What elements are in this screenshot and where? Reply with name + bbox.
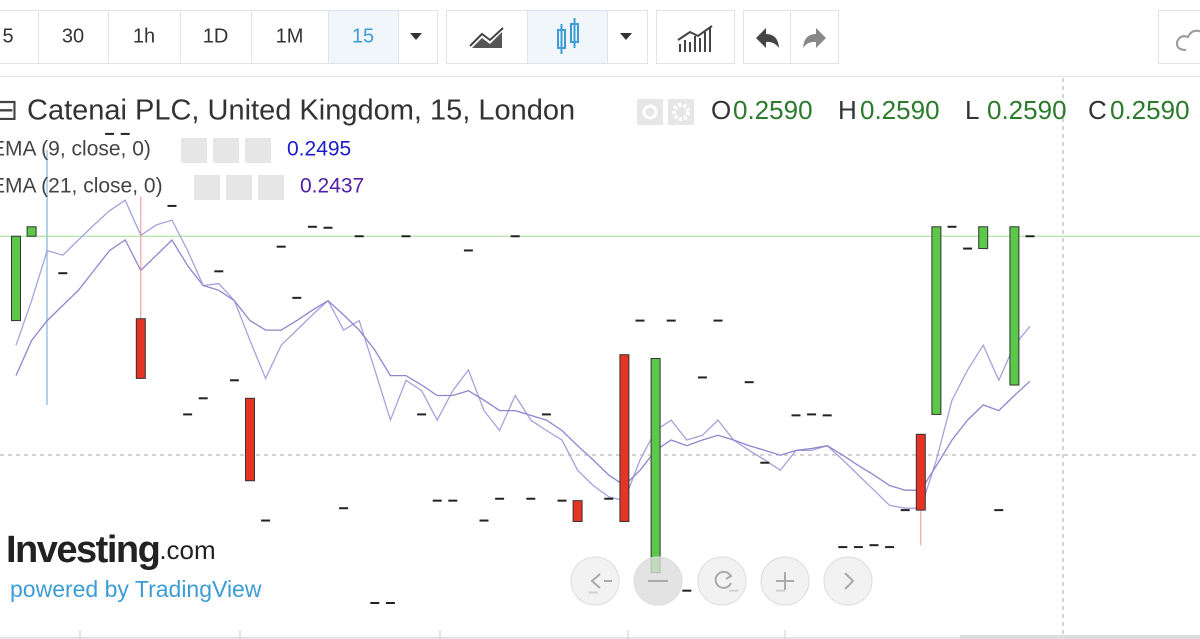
settings-icon[interactable] <box>668 99 694 125</box>
eye-pupil <box>642 104 658 120</box>
interval-label: 30 <box>62 25 84 47</box>
toolbar-buttons: 5 30 1h 1D 1M 15 <box>0 10 1200 64</box>
line-icon-edge <box>469 27 504 47</box>
undo-icon <box>756 28 779 48</box>
eye-icon[interactable] <box>637 99 663 125</box>
gear <box>672 103 690 121</box>
interval-label: 1h <box>133 25 155 47</box>
indicator-remove-icon[interactable] <box>245 138 271 163</box>
interval-button[interactable] <box>108 10 181 64</box>
nav-icon <box>776 572 794 590</box>
interval-label: 1D <box>203 25 229 47</box>
plot-area <box>0 132 1200 604</box>
ohlc-label: H <box>838 95 857 125</box>
indicator-value: 0.2437 <box>300 175 364 198</box>
dropdown-arrow <box>410 33 422 40</box>
indicator-name: EMA (21, close, 0) <box>0 175 163 198</box>
nav-icon <box>844 572 855 590</box>
candle-body <box>978 226 989 250</box>
branding: Investing.com powered by TradingView <box>6 529 262 602</box>
nav-icon <box>714 570 733 589</box>
ohlc-value: 0.2590 <box>733 95 813 125</box>
interval-dropdown[interactable] <box>398 10 438 64</box>
nav-button[interactable] <box>570 556 620 606</box>
brand-suffix: .com <box>159 535 215 565</box>
ema-line <box>15 238 1031 491</box>
interval-label: 5 <box>2 25 13 47</box>
candle-body <box>135 318 146 379</box>
x-axis <box>0 630 1200 639</box>
powered-by: powered by TradingView <box>10 576 262 602</box>
candle-body <box>11 235 21 322</box>
candle-body <box>931 226 942 415</box>
interval-label: 1M <box>276 25 304 47</box>
candle-body <box>915 433 926 511</box>
nav-icon <box>590 573 612 589</box>
interval-button[interactable] <box>328 10 399 64</box>
interval-button[interactable] <box>251 10 329 64</box>
ohlc-label: O <box>711 95 731 125</box>
candle-style-button[interactable] <box>527 10 608 64</box>
candle-wicks <box>560 18 576 54</box>
indicator-eye-icon[interactable] <box>194 175 220 200</box>
ohlc-label: L <box>965 95 979 125</box>
collapse-icon[interactable]: ⊟ <box>0 95 18 127</box>
candle-body <box>26 226 37 237</box>
redo-icon <box>803 28 826 48</box>
indicator-eye-icon[interactable] <box>181 138 207 163</box>
ohlc-value: 0.2590 <box>1110 95 1190 125</box>
cloud-icon <box>1175 29 1200 51</box>
line-icon <box>472 32 502 48</box>
brand-name: Investing.com <box>6 529 216 571</box>
ohlc-value: 0.2590 <box>987 95 1067 125</box>
candle-body <box>572 500 583 522</box>
interval-button[interactable] <box>0 10 39 64</box>
ema-line <box>15 199 1031 509</box>
indicator-name: EMA (9, close, 0) <box>0 138 151 161</box>
ohlc-value: 0.2590 <box>860 95 940 125</box>
candle-body <box>619 354 630 522</box>
navigation-buttons <box>570 556 873 606</box>
legend-icons <box>637 99 694 125</box>
nav-button[interactable] <box>697 556 747 606</box>
indicator-settings-icon[interactable] <box>226 175 252 200</box>
interval-label: 15 <box>352 25 374 47</box>
indicator-settings-icon[interactable] <box>213 138 239 163</box>
indicators-icon <box>677 25 713 52</box>
brand-main: Investing <box>6 529 159 571</box>
ohlc-label: C <box>1088 95 1107 125</box>
indicator-value: 0.2495 <box>287 138 351 161</box>
indicator-remove-icon[interactable] <box>258 175 284 200</box>
scrollbar[interactable] <box>960 635 1200 639</box>
dropdown-arrow <box>620 33 632 40</box>
candle-body <box>650 358 661 574</box>
legend-title: Catenai PLC, United Kingdom, 15, London <box>27 95 575 127</box>
interval-button[interactable] <box>180 10 252 64</box>
candle-body <box>245 397 255 482</box>
ema-icons <box>181 138 284 200</box>
nav-button[interactable] <box>823 556 873 606</box>
candle-body <box>1009 226 1020 386</box>
